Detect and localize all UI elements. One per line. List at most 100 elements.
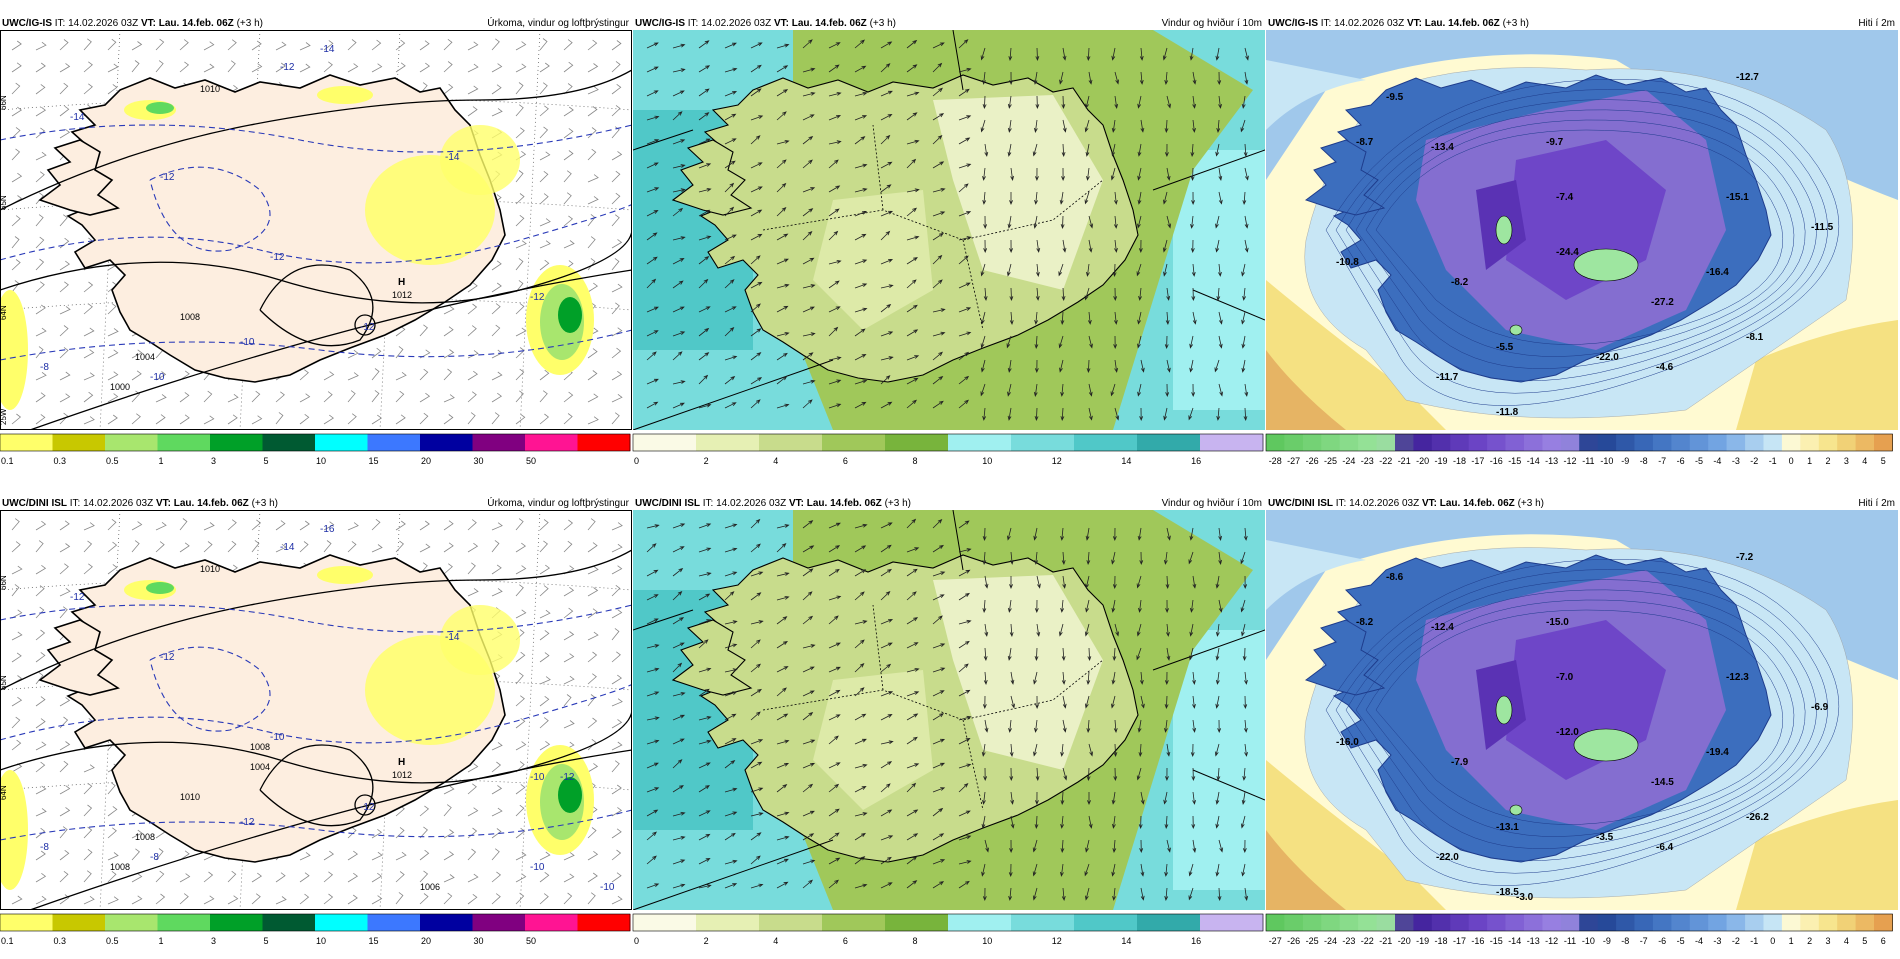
colorbar: 0 2 4 6 8 10 12 14 16 [632,913,1264,946]
map-wind [633,510,1265,910]
forecast-timestamp: UWC/IG-IS IT: 14.02.2026 03Z VT: Lau. 14… [1268,14,1529,34]
colorbar-swatch [633,434,697,451]
isotherm-label: -12 [270,252,285,263]
grid-label: 64N [0,305,8,320]
colorbar-swatch [157,434,211,451]
temperature-label: -12.4 [1431,622,1454,633]
colorbar-swatch [472,434,526,451]
colorbar-label: 6 [843,936,848,946]
colorbar-swatch [1745,914,1764,931]
colorbar-swatch [1266,914,1285,931]
isotherm-label: -16 [320,524,335,535]
panel-header: UWC/DINI ISL IT: 14.02.2026 03Z VT: Lau.… [1266,494,1898,514]
colorbar-swatch [1671,914,1691,931]
high-pressure-value: 1012 [392,290,412,300]
isobar-label: 1004 [250,762,270,772]
colorbar-label: -13 [1545,456,1558,466]
colorbar-swatch [1450,434,1470,451]
colorbar-swatch [1579,434,1599,451]
colorbar-swatch [1137,914,1201,931]
vt-value: Lau. 14.feb. 06Z [791,18,867,29]
colorbar-label: 10 [982,936,992,946]
colorbar-label: 2 [704,456,709,466]
isobar-label: 1000 [110,382,130,392]
colorbar-swatch [1487,434,1506,451]
temperature-label: -9.5 [1386,92,1404,103]
vt-value: Lau. 14.feb. 06Z [173,498,249,509]
colorbar-label: 10 [316,936,326,946]
colorbar-label: 0 [1770,936,1775,946]
temperature-label: -14.5 [1651,777,1674,788]
temperature-label: -26.2 [1746,812,1769,823]
temperature-label: -8.6 [1386,572,1404,583]
panel-header: UWC/DINI ISL IT: 14.02.2026 03Z VT: Lau.… [0,494,632,514]
colorbar-label: 50 [526,456,536,466]
temperature-label: -11.7 [1436,372,1459,383]
product-title: Hiti í 2m [1858,498,1895,509]
colorbar-label: 3 [1844,456,1849,466]
isotherms [0,124,632,361]
temperature-contours [1325,559,1840,886]
colorbar-label: -17 [1453,936,1466,946]
colorbar-label: -10 [1582,936,1595,946]
colorbar-swatch [1726,914,1746,931]
model-name: UWC/DINI ISL [1268,498,1333,509]
isotherm-label: -14 [280,542,295,553]
temperature-label: -12.0 [1556,727,1579,738]
colorbar-swatch [759,914,823,931]
it-value: 14.02.2026 03Z [1349,498,1420,509]
colorbar-swatch [1597,434,1617,451]
colorbar-label: 0.1 [1,456,14,466]
colorbar-swatch [315,914,368,931]
temperature-label: -5.5 [1496,342,1514,353]
temperature-label: -13.1 [1496,822,1519,833]
colorbar-swatch [1652,914,1672,931]
colorbar-swatch [1874,914,1893,931]
isobars [0,69,632,430]
isobar-label: 1008 [110,862,130,872]
model-name: UWC/IG-IS [1268,18,1318,29]
lead-time: (+3 h) [1517,498,1544,509]
colorbar-swatch [1855,914,1875,931]
colorbar-swatch [1837,434,1857,451]
colorbar-label: -3 [1732,456,1740,466]
isotherm-label: -10 [240,337,255,348]
isotherm-label: -8 [40,362,49,373]
colorbar-swatch [1616,434,1635,451]
vt-value: Lau. 14.feb. 06Z [1424,18,1500,29]
forecast-panel-igis-precip: UWC/IG-IS IT: 14.02.2026 03Z VT: Lau. 14… [0,14,632,479]
colorbar-label: -10 [1600,456,1613,466]
lat-lon-grid [633,510,1265,910]
temperature-label: -3.5 [1596,832,1614,843]
forecast-panel-igis-wind: UWC/IG-IS IT: 14.02.2026 03Z VT: Lau. 14… [632,14,1265,479]
region-borders [762,124,1104,331]
product-title: Hiti í 2m [1858,18,1895,29]
colorbar-label: 5 [1862,936,1867,946]
colorbar-swatch [157,914,211,931]
colorbar-swatch [1468,434,1488,451]
product-title: Úrkoma, vindur og loftþrýstingur [487,18,629,29]
colorbar-swatch [1671,434,1691,451]
colorbar-container: 0.1 0.3 0.5 1 3 5 10 15 20 30 50 [0,433,632,472]
lead-time: (+3 h) [1502,18,1529,29]
isobar-label: 1008 [135,832,155,842]
colorbar-label: 6 [843,456,848,466]
colorbar-swatch [1874,434,1893,451]
forecast-panel-dini-precip: UWC/DINI ISL IT: 14.02.2026 03Z VT: Lau.… [0,494,632,959]
colorbar-label: -11 [1582,456,1594,466]
glacier-langjokull [1495,215,1513,245]
panel-header: UWC/IG-IS IT: 14.02.2026 03Z VT: Lau. 14… [1266,14,1898,34]
map-border [0,510,632,910]
temperature-label: -11.5 [1811,222,1834,233]
lat-lon-grid [633,30,1265,430]
colorbar-label: -22 [1379,456,1392,466]
temperature-label: -8.7 [1356,137,1374,148]
temperature-label: -12.7 [1736,72,1759,83]
colorbar-label: -16 [1471,936,1484,946]
isotherm-label: -12 [560,772,575,783]
colorbar-swatch [105,914,158,931]
colorbar-swatch [52,434,106,451]
isobar-label: 1010 [180,792,200,802]
colorbar-swatch [1321,914,1341,931]
colorbar-swatch [1487,914,1506,931]
